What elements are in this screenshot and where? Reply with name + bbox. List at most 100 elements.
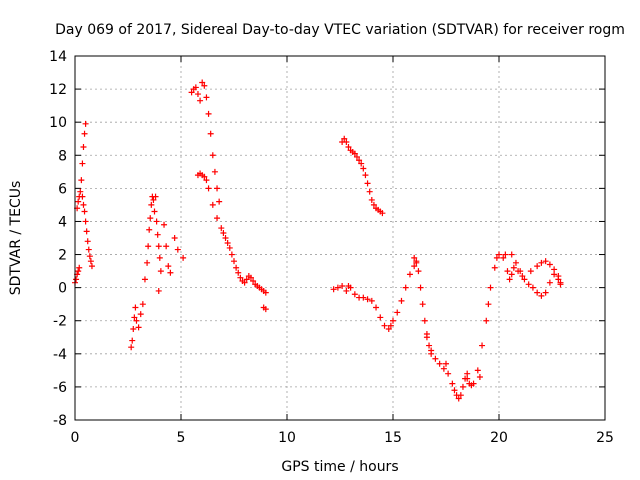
data-point (455, 395, 462, 402)
data-point (508, 271, 515, 278)
y-tick-label: -4 (53, 347, 67, 363)
chart-title: Day 069 of 2017, Sidereal Day-to-day VTE… (55, 22, 625, 38)
data-point (214, 215, 221, 222)
data-point (339, 282, 346, 289)
data-point (132, 304, 139, 311)
data-point (415, 268, 422, 275)
y-tick-label: -2 (53, 314, 67, 330)
data-point (235, 269, 242, 276)
data-point (343, 139, 350, 146)
data-point (485, 301, 492, 308)
data-point (445, 370, 452, 377)
y-tick-label: 0 (58, 281, 67, 297)
data-point (364, 180, 371, 187)
data-point (203, 177, 210, 184)
data-point (436, 360, 443, 367)
data-point (86, 253, 93, 260)
data-point (262, 289, 269, 296)
data-point (154, 231, 161, 238)
data-point (366, 188, 373, 195)
data-point (464, 370, 471, 377)
data-point (432, 355, 439, 362)
data-point (84, 238, 91, 245)
data-point (546, 261, 553, 268)
x-axis-label: GPS time / hours (281, 459, 398, 475)
data-point (133, 317, 140, 324)
data-point (538, 259, 545, 266)
data-point (233, 264, 240, 271)
data-point (174, 246, 181, 253)
data-point (201, 173, 208, 180)
y-tick-label: 6 (58, 181, 67, 197)
data-point (153, 218, 160, 225)
data-point (440, 365, 447, 372)
data-point (81, 208, 88, 215)
data-point (381, 322, 388, 329)
data-point (362, 172, 369, 179)
data-point (78, 177, 85, 184)
data-point (510, 264, 517, 271)
data-point (406, 271, 413, 278)
data-point (130, 326, 137, 332)
data-point (79, 193, 86, 200)
data-point (457, 392, 464, 399)
data-point (423, 334, 430, 341)
data-point (345, 144, 352, 150)
data-point (421, 317, 428, 324)
data-point (449, 380, 456, 387)
data-point (76, 264, 83, 271)
data-point (347, 284, 354, 291)
data-point (451, 387, 458, 394)
data-point (413, 259, 420, 266)
data-point (155, 243, 162, 250)
data-point (129, 337, 136, 344)
data-point (188, 89, 195, 96)
y-tick-label: 8 (58, 148, 67, 164)
y-tick-label: 12 (49, 82, 67, 98)
data-point (496, 251, 502, 258)
x-tick-label: 20 (490, 430, 508, 446)
data-point (161, 221, 168, 228)
data-point (85, 246, 92, 253)
data-point (419, 301, 426, 308)
data-point (163, 243, 170, 250)
data-point (79, 160, 86, 167)
data-point (228, 251, 235, 258)
data-point (334, 284, 341, 291)
grid (75, 56, 605, 420)
data-point (201, 82, 208, 89)
x-tick-label: 0 (71, 430, 80, 446)
data-point (250, 278, 257, 285)
data-point (417, 284, 424, 291)
data-point (180, 254, 187, 261)
data-point (500, 254, 507, 261)
data-point (491, 264, 498, 271)
data-point (80, 144, 87, 150)
data-point (358, 160, 365, 167)
data-point (402, 284, 409, 291)
data-point (80, 201, 87, 208)
data-point (360, 294, 367, 301)
data-point (147, 215, 154, 222)
data-point (443, 360, 449, 367)
data-point (557, 281, 564, 288)
data-point (75, 198, 82, 205)
data-point (512, 259, 519, 266)
data-point (493, 254, 500, 261)
data-point (224, 239, 231, 246)
data-point (529, 284, 536, 291)
x-tick-label: 5 (177, 430, 186, 446)
data-point (515, 268, 522, 275)
axis-ticks: 0 5 10 15 20 25 -8 -6 -4 -2 0 2 4 6 8 10 12 14 (49, 49, 614, 446)
data-point (379, 210, 386, 217)
data-point (521, 276, 528, 283)
data-point (157, 268, 164, 275)
data-point (474, 367, 481, 374)
x-tick-label: 10 (278, 430, 296, 446)
data-point (75, 268, 82, 275)
data-point (156, 254, 163, 261)
data-point (551, 266, 558, 273)
data-point (216, 198, 223, 205)
data-point (151, 208, 158, 215)
